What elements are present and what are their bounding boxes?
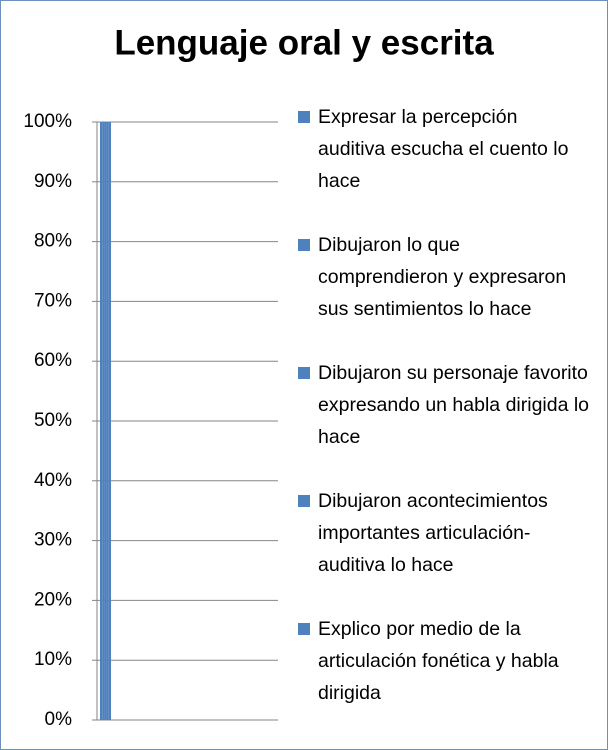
y-tick-label: 10% — [34, 649, 72, 670]
legend-label: Explico por medio de la articulación fon… — [318, 618, 559, 704]
y-tick-label: 70% — [34, 290, 72, 311]
bar — [106, 122, 109, 720]
y-tick-label: 50% — [34, 410, 72, 431]
legend-entry: Dibujaron acontecimientos importantes ar… — [298, 485, 590, 581]
legend-entry: Dibujaron su personaje favorito expresan… — [298, 357, 590, 453]
legend-swatch — [298, 495, 310, 507]
y-tick-label: 0% — [45, 709, 73, 730]
y-tick-label: 20% — [34, 589, 72, 610]
bar — [104, 122, 107, 720]
legend-label: Dibujaron lo que comprendieron y expresa… — [318, 234, 567, 320]
y-tick-label: 100% — [23, 111, 72, 132]
y-tick-label: 40% — [34, 470, 72, 491]
legend-swatch — [298, 367, 310, 379]
legend-entry: Expresar la percepción auditiva escucha … — [298, 101, 590, 197]
legend-entry: Explico por medio de la articulación fon… — [298, 613, 590, 709]
bar — [102, 122, 105, 720]
y-tick-label: 80% — [34, 231, 72, 252]
bar — [100, 122, 103, 720]
legend-label: Expresar la percepción auditiva escucha … — [318, 106, 569, 192]
y-tick-label: 30% — [34, 530, 72, 551]
y-tick-label: 60% — [34, 350, 72, 371]
legend-label: Dibujaron acontecimientos importantes ar… — [318, 490, 548, 576]
legend-swatch — [298, 111, 310, 123]
legend-swatch — [298, 623, 310, 635]
legend-label: Dibujaron su personaje favorito expresan… — [318, 362, 590, 448]
bar — [108, 122, 111, 720]
legend-swatch — [298, 239, 310, 251]
chart-title: Lenguaje oral y escrita — [114, 23, 494, 62]
y-tick-label: 90% — [34, 171, 72, 192]
legend-entry: Dibujaron lo que comprendieron y expresa… — [298, 229, 590, 325]
